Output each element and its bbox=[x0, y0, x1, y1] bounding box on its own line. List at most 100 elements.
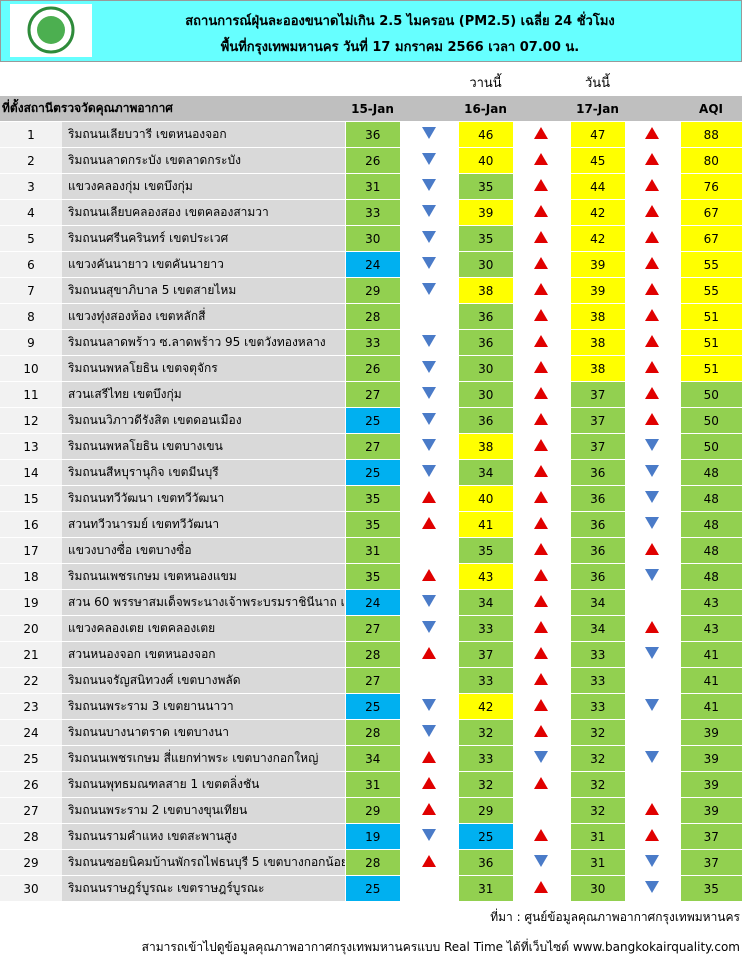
arrow-up bbox=[534, 647, 549, 659]
value-cell: 42 bbox=[569, 225, 626, 252]
arrow-shape bbox=[534, 257, 549, 269]
value-cell: 28 bbox=[344, 303, 401, 330]
arrow-cell bbox=[400, 251, 459, 278]
arrow-up bbox=[421, 517, 436, 529]
arrow-up bbox=[421, 569, 436, 581]
value-cell: 37 bbox=[679, 849, 743, 876]
arrow-cell bbox=[513, 615, 571, 642]
value-cell: 25 bbox=[344, 459, 401, 486]
value-cell: 42 bbox=[457, 693, 514, 720]
arrow-cell bbox=[625, 485, 681, 512]
arrow-cell bbox=[513, 355, 571, 382]
value-cell: 26 bbox=[344, 355, 401, 382]
station-name: สวนทวีวนารมย์ เขตทวีวัฒนา bbox=[62, 511, 346, 538]
station-name: ริมถนนศรีนครินทร์ เขตประเวศ bbox=[62, 225, 346, 252]
value-cell: 34 bbox=[569, 589, 626, 616]
value-cell: 28 bbox=[344, 641, 401, 668]
logo-center bbox=[37, 16, 65, 44]
station-name: แขวงบางซื่อ เขตบางซื่อ bbox=[62, 537, 346, 564]
value-cell: 88 bbox=[679, 121, 743, 148]
value-cell: 32 bbox=[569, 745, 626, 772]
station-name: ริมถนนเลียบคลองสอง เขตคลองสามวา bbox=[62, 199, 346, 226]
arrow-shape bbox=[534, 569, 549, 581]
arrow-cell bbox=[400, 823, 459, 850]
arrow-up bbox=[534, 829, 549, 841]
value-cell: 33 bbox=[569, 667, 626, 694]
col-header: 15-Jan bbox=[345, 96, 401, 122]
arrow-cell bbox=[513, 459, 571, 486]
row-number: 30 bbox=[0, 875, 62, 902]
arrow-down bbox=[421, 387, 436, 399]
arrow-shape bbox=[645, 803, 660, 815]
arrow-shape bbox=[645, 127, 660, 139]
arrow-up bbox=[645, 413, 660, 425]
arrow-cell bbox=[400, 745, 459, 772]
value-cell: 29 bbox=[344, 277, 401, 304]
station-name: ริมถนนซอยนิคมบ้านพักรถไฟธนบุรี 5 เขตบางก… bbox=[62, 849, 346, 876]
value-cell: 38 bbox=[569, 355, 626, 382]
arrow-shape bbox=[534, 205, 549, 217]
arrow-cell bbox=[513, 173, 571, 200]
value-cell: 30 bbox=[457, 355, 514, 382]
arrow-shape bbox=[645, 309, 660, 321]
value-cell: 48 bbox=[679, 511, 743, 538]
row-number: 24 bbox=[0, 719, 62, 746]
arrow-cell bbox=[400, 511, 459, 538]
station-name: แขวงคลองกุ่ม เขตบึงกุ่ม bbox=[62, 173, 346, 200]
arrow-shape bbox=[534, 387, 549, 399]
value-cell: 41 bbox=[679, 667, 743, 694]
arrow-shape bbox=[645, 153, 660, 165]
arrow-cell bbox=[513, 563, 571, 590]
value-cell: 33 bbox=[344, 199, 401, 226]
arrow-down bbox=[421, 699, 436, 711]
value-cell: 36 bbox=[457, 329, 514, 356]
row-number: 16 bbox=[0, 511, 62, 538]
arrow-cell bbox=[400, 563, 459, 590]
arrow-down bbox=[421, 257, 436, 269]
row-number: 17 bbox=[0, 537, 62, 564]
value-cell: 30 bbox=[457, 251, 514, 278]
value-cell: 27 bbox=[344, 381, 401, 408]
value-cell: 37 bbox=[457, 641, 514, 668]
arrow-cell bbox=[513, 823, 571, 850]
arrow-cell bbox=[513, 667, 571, 694]
arrow-up bbox=[645, 153, 660, 165]
station-name: แขวงทุ่งสองห้อง เขตหลักสี่ bbox=[62, 303, 346, 330]
arrow-shape bbox=[534, 179, 549, 191]
value-cell: 55 bbox=[679, 251, 743, 278]
arrow-up bbox=[421, 647, 436, 659]
arrow-down bbox=[421, 413, 436, 425]
arrow-shape bbox=[421, 517, 436, 529]
arrow-shape bbox=[534, 361, 549, 373]
value-cell: 48 bbox=[679, 537, 743, 564]
arrow-cell bbox=[625, 251, 681, 278]
value-cell: 39 bbox=[679, 719, 743, 746]
row: 27 ริมถนนพระราม 2 เขตบางขุนเทียน 29 29 32 39 bbox=[0, 797, 743, 824]
arrow-shape bbox=[534, 855, 549, 867]
arrow-shape bbox=[645, 829, 660, 841]
col-header: 16-Jan bbox=[458, 96, 514, 122]
value-cell: 42 bbox=[569, 199, 626, 226]
aqi-table: ที่ตั้งสถานีตรวจวัดคุณภาพอากาศ 15-Jan 16… bbox=[0, 96, 743, 902]
value-cell: 50 bbox=[679, 433, 743, 460]
arrow-cell bbox=[513, 849, 571, 876]
value-cell: 33 bbox=[344, 329, 401, 356]
row: 12 ริมถนนวิภาวดีรังสิต เขตดอนเมือง 25 36 37 5… bbox=[0, 407, 743, 434]
arrow-cell bbox=[625, 121, 681, 148]
arrow-cell bbox=[400, 875, 459, 902]
value-cell: 51 bbox=[679, 329, 743, 356]
arrow-cell bbox=[513, 225, 571, 252]
arrow-cell bbox=[513, 277, 571, 304]
station-name: ริมถนนสีหบุรานุกิจ เขตมีนบุรี bbox=[62, 459, 346, 486]
arrow-shape bbox=[534, 231, 549, 243]
row-number: 7 bbox=[0, 277, 62, 304]
arrow-down bbox=[645, 647, 660, 659]
row-number: 2 bbox=[0, 147, 62, 174]
arrow-cell bbox=[625, 797, 681, 824]
arrow-cell bbox=[513, 121, 571, 148]
value-cell: 36 bbox=[569, 537, 626, 564]
value-cell: 36 bbox=[457, 849, 514, 876]
row-number: 6 bbox=[0, 251, 62, 278]
row-number: 29 bbox=[0, 849, 62, 876]
